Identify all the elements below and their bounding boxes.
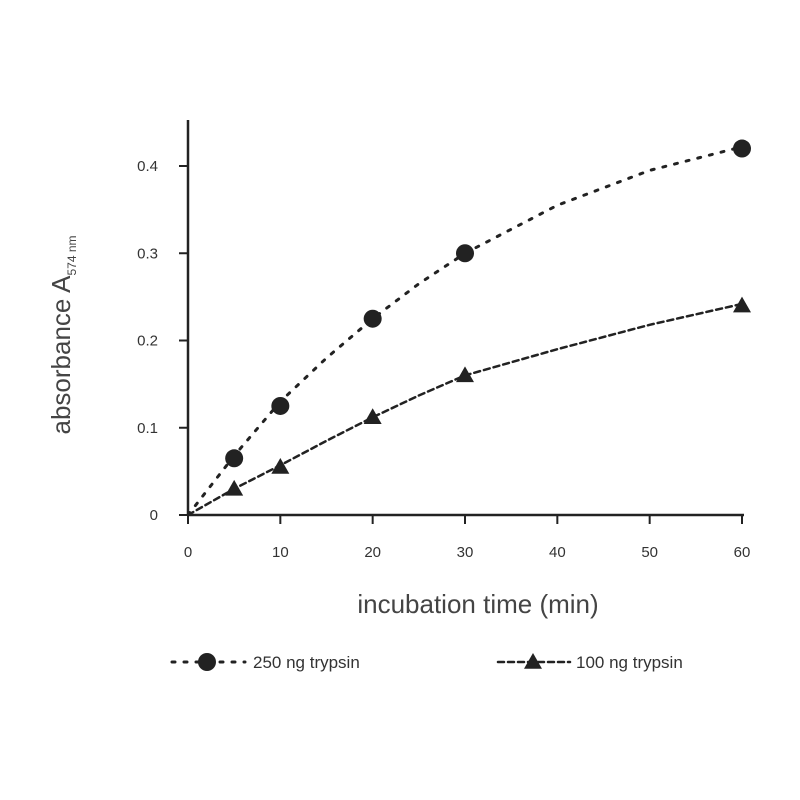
y-tick-label: 0.1 — [137, 420, 158, 437]
circle-marker-point — [456, 244, 474, 263]
circle-marker-point — [225, 449, 244, 468]
circle-marker-point — [733, 139, 751, 158]
triangle-marker-point — [456, 366, 474, 383]
x-tick-label: 20 — [364, 544, 381, 561]
circle-marker-point — [271, 396, 290, 415]
triangle-marker-point — [271, 458, 290, 474]
triangle-marker-point — [363, 408, 382, 425]
x-tick-label: 10 — [272, 544, 289, 561]
x-ticks: 0 10 20 30 40 50 60 — [184, 515, 751, 561]
y-tick-label: 0.3 — [137, 245, 158, 262]
x-tick-label: 30 — [457, 544, 474, 561]
y-ticks: 0 0.1 0.2 0.3 0.4 — [137, 158, 188, 524]
legend-circle-marker — [198, 653, 216, 671]
y-axis-title-subscript: 574 nm — [65, 235, 79, 275]
x-tick-label: 40 — [549, 544, 566, 561]
legend-triangle-marker — [524, 653, 542, 669]
axes — [186, 120, 744, 517]
x-tick-label: 0 — [184, 544, 192, 561]
y-tick-label: 0.2 — [137, 333, 158, 350]
triangle-marker-point — [733, 296, 751, 313]
x-tick-label: 60 — [734, 544, 751, 561]
circle-marker-point — [363, 309, 382, 328]
data-markers — [225, 139, 751, 496]
y-tick-label: 0.4 — [137, 158, 158, 175]
y-axis-title: absorbance A574 nm — [46, 235, 79, 434]
triangle-marker-point — [225, 479, 244, 496]
legend-label: 250 ng trypsin — [253, 653, 360, 672]
legend-item-250ng: 250 ng trypsin — [170, 653, 360, 672]
y-axis-title-main: absorbance A — [46, 275, 76, 435]
legend-label: 100 ng trypsin — [576, 653, 683, 672]
legend: 250 ng trypsin 100 ng trypsin — [170, 653, 683, 672]
fit-line-250ng — [186, 145, 744, 517]
fit-curves — [186, 145, 744, 517]
x-tick-label: 50 — [641, 544, 658, 561]
y-tick-label: 0 — [150, 507, 158, 524]
fit-line-100ng — [186, 302, 744, 517]
x-axis-title: incubation time (min) — [357, 589, 598, 619]
legend-item-100ng: 100 ng trypsin — [496, 653, 683, 672]
